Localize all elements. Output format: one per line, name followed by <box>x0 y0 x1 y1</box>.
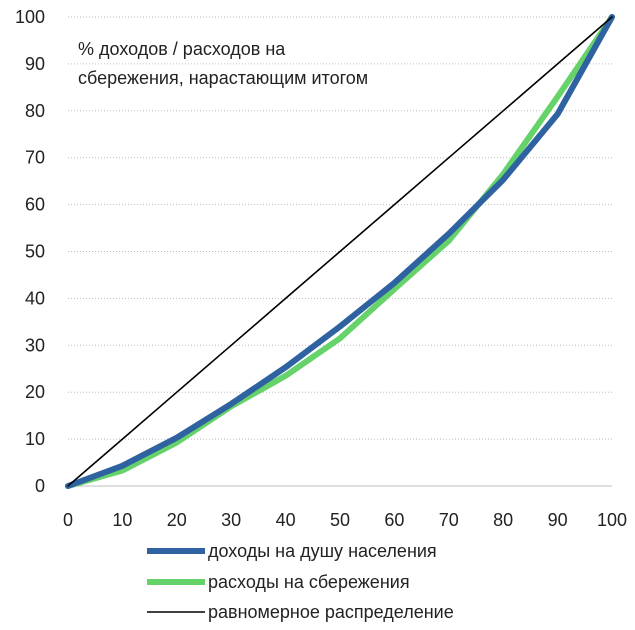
y-tick-label: 20 <box>25 382 45 402</box>
annotation-line-2: сбережения, нарастающим итогом <box>78 68 368 88</box>
y-tick-label: 90 <box>25 54 45 74</box>
y-tick-label: 0 <box>35 476 45 496</box>
y-tick-label: 40 <box>25 288 45 308</box>
y-tick-label: 10 <box>25 429 45 449</box>
x-tick-label: 40 <box>276 510 296 530</box>
x-tick-label: 70 <box>439 510 459 530</box>
x-tick-label: 80 <box>493 510 513 530</box>
annotation-line-1: % доходов / расходов на <box>78 39 286 59</box>
x-tick-label: 30 <box>221 510 241 530</box>
x-tick-label: 50 <box>330 510 350 530</box>
legend-label: равномерное распределение <box>208 602 454 622</box>
series-line-3 <box>67 16 613 487</box>
legend-label: доходы на душу населения <box>208 541 437 561</box>
y-tick-label: 30 <box>25 335 45 355</box>
y-tick-label: 70 <box>25 148 45 168</box>
legend: доходы на душу населения расходы на сбере… <box>147 541 454 622</box>
tick-labels: 0 10 20 30 40 50 60 70 80 90 100 0 10 20 30 40 50 60 70 80 9… <box>15 7 627 530</box>
x-tick-label: 60 <box>384 510 404 530</box>
series-line-1 <box>65 14 615 489</box>
series-line-2 <box>65 14 615 489</box>
chart-annotation: % доходов / расходов на сбережения, нара… <box>78 39 368 88</box>
x-tick-label: 0 <box>63 510 73 530</box>
y-tick-label: 100 <box>15 7 45 27</box>
y-tick-label: 80 <box>25 101 45 121</box>
x-tick-label: 10 <box>112 510 132 530</box>
y-tick-label: 50 <box>25 242 45 262</box>
series-lines <box>65 14 615 489</box>
legend-label: расходы на сбережения <box>208 572 410 592</box>
x-tick-label: 90 <box>548 510 568 530</box>
y-tick-label: 60 <box>25 195 45 215</box>
x-tick-label: 20 <box>167 510 187 530</box>
x-tick-label: 100 <box>597 510 627 530</box>
